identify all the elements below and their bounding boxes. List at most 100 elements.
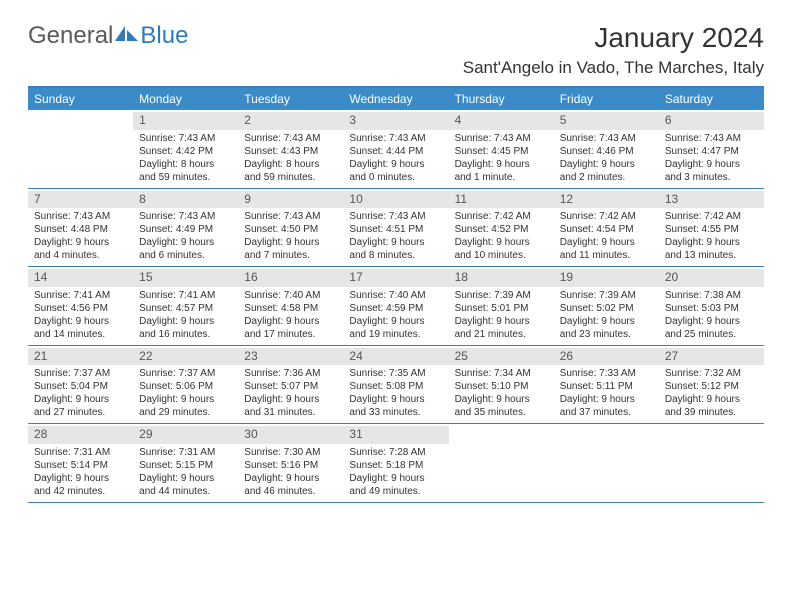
day-detail: and 6 minutes. xyxy=(139,249,232,262)
calendar-day xyxy=(554,424,659,502)
day-detail: Sunrise: 7:34 AM xyxy=(455,367,548,380)
day-number: 6 xyxy=(659,112,764,130)
location: Sant'Angelo in Vado, The Marches, Italy xyxy=(463,58,764,78)
day-detail: Sunrise: 7:42 AM xyxy=(455,210,548,223)
day-detail: and 37 minutes. xyxy=(560,406,653,419)
day-detail: Daylight: 9 hours xyxy=(349,472,442,485)
weekday-header: SundayMondayTuesdayWednesdayThursdayFrid… xyxy=(28,88,764,110)
day-detail: Sunset: 4:42 PM xyxy=(139,145,232,158)
calendar-week: 1 Sunrise: 7:43 AM Sunset: 4:42 PMDaylight… xyxy=(28,110,764,189)
day-detail: Sunset: 5:07 PM xyxy=(244,380,337,393)
day-detail: and 11 minutes. xyxy=(560,249,653,262)
day-detail: Sunset: 5:06 PM xyxy=(139,380,232,393)
calendar-day: 18Sunrise: 7:39 AMSunset: 5:01 PMDayligh… xyxy=(449,267,554,345)
calendar-day: 8Sunrise: 7:43 AMSunset: 4:49 PMDaylight… xyxy=(133,189,238,267)
day-number xyxy=(659,426,764,444)
day-number: 5 xyxy=(554,112,659,130)
day-detail: and 7 minutes. xyxy=(244,249,337,262)
day-detail: Daylight: 8 hours xyxy=(139,158,232,171)
calendar-week: 7Sunrise: 7:43 AMSunset: 4:48 PMDaylight… xyxy=(28,189,764,268)
calendar: SundayMondayTuesdayWednesdayThursdayFrid… xyxy=(28,86,764,503)
day-detail: Sunset: 4:59 PM xyxy=(349,302,442,315)
brand-logo: General Blue xyxy=(28,22,188,50)
day-detail: and 31 minutes. xyxy=(244,406,337,419)
day-detail: Sunset: 4:58 PM xyxy=(244,302,337,315)
day-detail: Sunset: 5:12 PM xyxy=(665,380,758,393)
day-detail: Daylight: 9 hours xyxy=(34,315,127,328)
calendar-week: 28Sunrise: 7:31 AMSunset: 5:14 PMDayligh… xyxy=(28,424,764,503)
day-detail: Sunrise: 7:40 AM xyxy=(349,289,442,302)
day-number: 20 xyxy=(659,269,764,287)
day-detail: Daylight: 9 hours xyxy=(139,472,232,485)
header: General Blue January 2024 Sant'Angelo in… xyxy=(28,22,764,78)
calendar-day xyxy=(659,424,764,502)
day-detail: and 3 minutes. xyxy=(665,171,758,184)
day-number: 12 xyxy=(554,191,659,209)
day-detail: Sunrise: 7:41 AM xyxy=(34,289,127,302)
day-detail: Sunrise: 7:43 AM xyxy=(244,132,337,145)
day-detail: Daylight: 9 hours xyxy=(560,315,653,328)
day-detail: and 0 minutes. xyxy=(349,171,442,184)
day-detail: Daylight: 9 hours xyxy=(139,393,232,406)
day-detail: Daylight: 9 hours xyxy=(244,236,337,249)
calendar-day: 17Sunrise: 7:40 AMSunset: 4:59 PMDayligh… xyxy=(343,267,448,345)
day-detail: Daylight: 9 hours xyxy=(139,315,232,328)
day-detail: Daylight: 9 hours xyxy=(455,393,548,406)
day-detail: Sunset: 4:48 PM xyxy=(34,223,127,236)
day-number: 1 xyxy=(133,112,238,130)
calendar-day: 25Sunrise: 7:34 AMSunset: 5:10 PMDayligh… xyxy=(449,346,554,424)
weekday-label: Wednesday xyxy=(343,88,448,110)
calendar-day: 6Sunrise: 7:43 AMSunset: 4:47 PMDaylight… xyxy=(659,110,764,188)
day-detail: Sunrise: 7:36 AM xyxy=(244,367,337,380)
day-detail: Sunset: 4:49 PM xyxy=(139,223,232,236)
day-detail: and 27 minutes. xyxy=(34,406,127,419)
calendar-day: 22Sunrise: 7:37 AMSunset: 5:06 PMDayligh… xyxy=(133,346,238,424)
day-detail: and 13 minutes. xyxy=(665,249,758,262)
calendar-day: 29Sunrise: 7:31 AMSunset: 5:15 PMDayligh… xyxy=(133,424,238,502)
day-detail: and 4 minutes. xyxy=(34,249,127,262)
calendar-day: 27Sunrise: 7:32 AMSunset: 5:12 PMDayligh… xyxy=(659,346,764,424)
day-detail: Sunset: 5:18 PM xyxy=(349,459,442,472)
calendar-day: 24Sunrise: 7:35 AMSunset: 5:08 PMDayligh… xyxy=(343,346,448,424)
day-number: 13 xyxy=(659,191,764,209)
day-detail: Sunrise: 7:38 AM xyxy=(665,289,758,302)
day-detail: Sunset: 5:02 PM xyxy=(560,302,653,315)
day-detail: Sunrise: 7:42 AM xyxy=(560,210,653,223)
day-detail: and 44 minutes. xyxy=(139,485,232,498)
day-detail: and 1 minute. xyxy=(455,171,548,184)
day-detail: Daylight: 9 hours xyxy=(244,472,337,485)
day-detail: Sunrise: 7:43 AM xyxy=(349,210,442,223)
day-number: 24 xyxy=(343,348,448,366)
day-detail: Daylight: 9 hours xyxy=(244,315,337,328)
day-detail: Daylight: 9 hours xyxy=(455,315,548,328)
day-detail: Daylight: 9 hours xyxy=(455,236,548,249)
day-detail: and 46 minutes. xyxy=(244,485,337,498)
calendar-day: 21Sunrise: 7:37 AMSunset: 5:04 PMDayligh… xyxy=(28,346,133,424)
day-detail: Sunset: 4:55 PM xyxy=(665,223,758,236)
calendar-day: 19Sunrise: 7:39 AMSunset: 5:02 PMDayligh… xyxy=(554,267,659,345)
day-number: 27 xyxy=(659,348,764,366)
day-detail: Daylight: 9 hours xyxy=(560,236,653,249)
day-detail: Sunset: 5:11 PM xyxy=(560,380,653,393)
day-detail: Sunrise: 7:37 AM xyxy=(139,367,232,380)
calendar-day: 9Sunrise: 7:43 AMSunset: 4:50 PMDaylight… xyxy=(238,189,343,267)
day-detail: Sunset: 5:01 PM xyxy=(455,302,548,315)
day-detail: Daylight: 9 hours xyxy=(349,315,442,328)
day-detail: Sunrise: 7:35 AM xyxy=(349,367,442,380)
weekday-label: Thursday xyxy=(449,88,554,110)
day-detail: Sunrise: 7:33 AM xyxy=(560,367,653,380)
calendar-day: 26Sunrise: 7:33 AMSunset: 5:11 PMDayligh… xyxy=(554,346,659,424)
day-number xyxy=(28,112,133,130)
day-number: 3 xyxy=(343,112,448,130)
calendar-day: 20Sunrise: 7:38 AMSunset: 5:03 PMDayligh… xyxy=(659,267,764,345)
day-number: 14 xyxy=(28,269,133,287)
day-number: 15 xyxy=(133,269,238,287)
calendar-day: 2Sunrise: 7:43 AMSunset: 4:43 PMDaylight… xyxy=(238,110,343,188)
day-detail: Sunset: 4:45 PM xyxy=(455,145,548,158)
day-detail: Sunrise: 7:43 AM xyxy=(560,132,653,145)
day-detail: Sunrise: 7:43 AM xyxy=(665,132,758,145)
calendar-day: 10Sunrise: 7:43 AMSunset: 4:51 PMDayligh… xyxy=(343,189,448,267)
sail-icon xyxy=(115,26,139,42)
calendar-day: 14Sunrise: 7:41 AMSunset: 4:56 PMDayligh… xyxy=(28,267,133,345)
day-detail: and 42 minutes. xyxy=(34,485,127,498)
